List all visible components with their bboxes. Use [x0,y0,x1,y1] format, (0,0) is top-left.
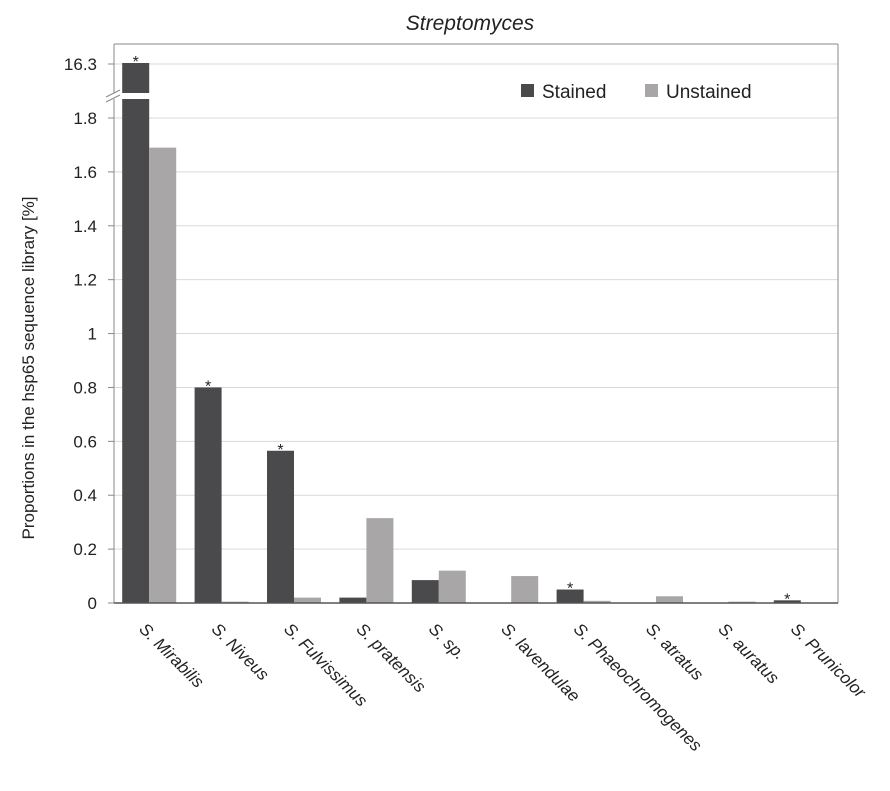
bar-stained-s-prunicolor [773,600,801,603]
legend-swatch-unstained [645,84,658,97]
x-tick-label-s-prunicolor: S. Prunicolor [787,619,870,702]
y-tick-label: 1.4 [73,217,97,236]
legend-label-stained: Stained [542,82,606,103]
bar-stained-s-pratensis [339,597,367,603]
significance-marker: * [133,54,139,71]
bar-stained-s-phaeochromogenes [556,589,584,603]
axis-break-mark [105,89,121,98]
bar-stained-s-fulvissimus [267,450,294,603]
annotation-layer: * * * * * [133,54,791,608]
x-tick-label-s-mirabilis: S. Mirabilis [135,619,208,692]
y-tick-label: 1.2 [73,271,97,290]
bars-layer [122,63,801,604]
y-tick-label: 0.4 [73,486,97,505]
bar-stained-s-mirabilis [122,63,150,603]
y-tick-label: 1.8 [73,109,97,128]
grid-layer [114,63,838,550]
legend: Stained Unstained [521,82,752,103]
axis-layer: 0 0.2 0.4 0.6 0.8 1 1.2 1.4 1.6 1.8 16.3 [64,43,839,613]
y-tick-label: 0.6 [73,432,97,451]
significance-marker: * [784,591,790,608]
x-tick-label-s-phaeochromogenes: S. Phaeochromogenes [570,619,706,755]
significance-marker: * [567,581,573,598]
y-tick-label: 0.2 [73,540,97,559]
bar-unstained-s-sp [438,570,466,603]
x-tick-label-s-pratensis: S. pratensis [353,619,430,696]
x-tick-label-s-atratus: S. atratus [642,619,707,684]
bar-unstained-s-mirabilis [149,147,177,603]
y-tick-label: 0 [88,594,97,613]
chart-title: Streptomyces [406,12,535,35]
x-tick-label-s-sp: S. sp. [425,619,469,663]
y-axis-label: Proportions in the hsp65 sequence librar… [19,196,38,539]
y-tick-label: 16.3 [64,55,97,74]
bar-stained-s-sp [411,580,439,603]
y-tick-label: 1.6 [73,163,97,182]
bar-unstained-s-lavendulae [511,576,539,603]
legend-swatch-stained [521,84,534,97]
significance-marker: * [277,442,283,459]
bar-unstained-s-fulvissimus [294,597,321,603]
bar-stained-s-niveus [194,387,222,603]
legend-label-unstained: Unstained [666,82,752,103]
bar-unstained-s-phaeochromogenes [583,600,611,603]
bar-unstained-s-pratensis [366,518,394,604]
y-tick-label: 1 [88,325,97,344]
x-tick-label-s-niveus: S. Niveus [208,619,273,684]
axis-break-gap [106,93,151,99]
bar-unstained-s-atratus [656,596,683,603]
x-tick-label-s-auratus: S. auratus [715,619,784,688]
significance-marker: * [205,378,211,395]
y-tick-label: 0.8 [73,378,97,397]
axis-break-mark [105,94,121,103]
